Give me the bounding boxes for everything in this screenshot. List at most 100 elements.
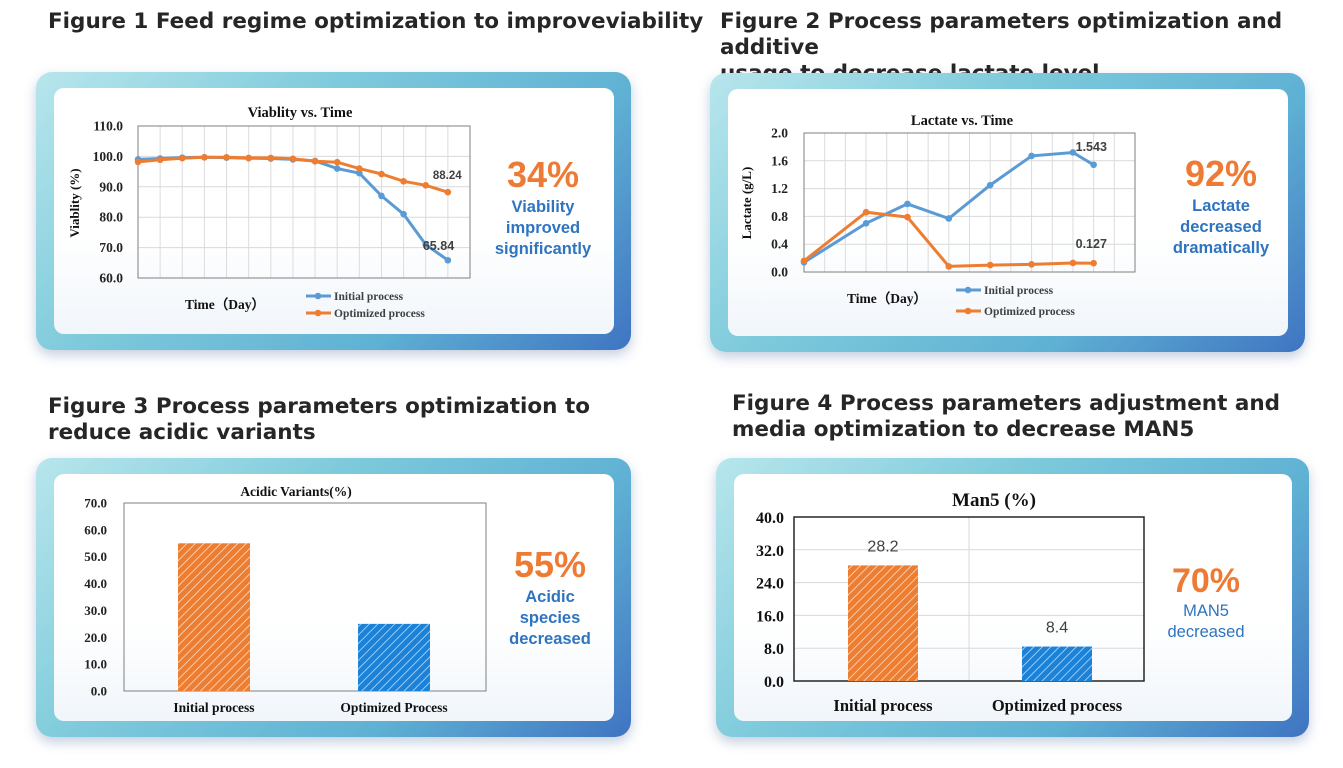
optimized-process-marker: [904, 213, 911, 221]
y-tick-label: 80.0: [99, 210, 123, 225]
x-category-label: Initial process: [833, 696, 933, 715]
optimized-process-marker: [156, 156, 164, 164]
figure-3-callout-line-1: Acidic: [525, 588, 575, 606]
initial-process-marker: [904, 200, 911, 208]
figure-4-percent: 70%: [1171, 562, 1241, 600]
optimized-process-marker: [333, 158, 341, 166]
optimized-process-marker: [800, 257, 808, 265]
figure-3-callout-line-3: decreased: [509, 630, 591, 648]
figure-2-callout-line-3: dramatically: [1172, 239, 1270, 257]
y-tick-label: 40.0: [756, 510, 784, 527]
optimized-process-marker: [378, 170, 385, 178]
figure-4-heading-line-1: Figure 4 Process parameters adjustment a…: [732, 391, 1281, 416]
optimized-process-marker: [400, 178, 407, 185]
plot-area-border: [803, 132, 1136, 273]
y-tick-label: 110.0: [93, 119, 123, 134]
initial-final-value-label: 65.84: [423, 239, 454, 253]
optimized-final-value-label: 88.24: [433, 170, 462, 182]
y-tick-label: 90.0: [99, 179, 123, 194]
legend-initial-label: Initial process: [334, 291, 404, 303]
figure-1-callout-line-3: significantly: [494, 240, 592, 258]
y-tick-label: 0.8: [771, 209, 788, 224]
x-category-label: Optimized Process: [340, 700, 447, 715]
chart-title: Man5 (%): [952, 490, 1036, 511]
optimized-process-marker: [223, 154, 230, 161]
y-tick-label: 70.0: [99, 240, 123, 255]
y-tick-label: 0.4: [771, 237, 788, 252]
figure-1-percent: 34%: [506, 154, 580, 195]
optimized-process-marker: [311, 157, 319, 165]
figure-1-card: [54, 88, 614, 334]
y-tick-label: 20.0: [84, 630, 107, 645]
figure-2-card: [728, 89, 1288, 336]
legend-initial-marker: [314, 292, 322, 300]
figure-2-callout-line-1: Lactate: [1192, 197, 1250, 215]
y-tick-label: 24.0: [756, 576, 784, 593]
y-tick-label: 1.2: [771, 181, 788, 196]
legend-optimized-label: Optimized process: [334, 308, 425, 320]
y-tick-label: 0.0: [771, 265, 788, 280]
legend-optimized-label: Optimized process: [984, 306, 1075, 318]
y-tick-label: 70.0: [84, 496, 107, 511]
figure-3-callout: 55% Acidic species decreased: [486, 543, 614, 650]
initial-process-marker: [378, 192, 385, 200]
y-tick-label: 60.0: [84, 522, 107, 537]
figure-1-callout: 34% Viability improved significantly: [478, 153, 608, 260]
y-tick-label: 40.0: [84, 576, 107, 591]
initial-process-marker: [400, 210, 407, 218]
x-axis-title: Time（Day）: [847, 291, 927, 306]
optimized-process-marker: [267, 154, 275, 162]
y-tick-label: 60.0: [99, 271, 123, 286]
y-tick-label: 16.0: [756, 608, 784, 625]
figure-3-card: [54, 474, 614, 721]
figure-4-callout-line-2: decreased: [1167, 623, 1245, 641]
optimized-process-marker: [289, 155, 297, 163]
optimized-process-marker: [134, 158, 142, 166]
initial-process-line: [803, 150, 1095, 264]
y-tick-label: 1.6: [771, 153, 788, 168]
figure-3-heading-line-2: reduce acidic variants: [48, 420, 316, 445]
legend-optimized-marker: [314, 309, 322, 317]
figure-2-percent: 92%: [1184, 153, 1258, 194]
initial-final-value-label: 1.543: [1076, 140, 1107, 154]
optimized-process-marker: [245, 154, 252, 162]
optimized-process-marker: [356, 165, 363, 172]
y-tick-label: 2.0: [771, 126, 788, 141]
y-axis-title: Lactate (g/L): [739, 167, 754, 240]
y-tick-label: 0.0: [764, 674, 784, 691]
initial-process-marker: [862, 220, 870, 227]
optimized-process-marker: [945, 263, 953, 270]
initial-process-marker: [333, 165, 341, 172]
figure-3-heading-line-1: Figure 3 Process parameters optimization…: [48, 394, 591, 419]
optimized-process-marker: [986, 261, 994, 269]
initial-process-marker: [356, 169, 363, 177]
initial-process-marker: [422, 241, 430, 248]
figure-3-callout-line-2: species: [519, 609, 581, 627]
initial-process-marker: [986, 181, 994, 189]
y-tick-label: 100.0: [93, 149, 124, 164]
plot-area-border: [123, 502, 487, 692]
y-tick-label: 32.0: [756, 543, 784, 560]
figure-2-callout-line-2: decreased: [1180, 218, 1262, 236]
initial-process-marker: [444, 256, 452, 264]
plot-area-border: [793, 516, 1145, 682]
y-tick-label: 50.0: [84, 549, 107, 564]
initial-process-bar: [848, 565, 918, 681]
x-category-label: Initial process: [173, 700, 254, 715]
legend-initial-label: Initial process: [984, 285, 1054, 297]
y-tick-label: 8.0: [764, 641, 784, 658]
optimized-process-marker: [1069, 259, 1077, 267]
optimized-process-marker: [444, 188, 452, 196]
legend-initial-marker: [964, 286, 972, 294]
y-tick-label: 30.0: [84, 603, 107, 618]
optimized-process-line: [803, 210, 1094, 268]
figure-2-callout: 92% Lactate decreased dramatically: [1156, 152, 1286, 259]
optimized-process-marker: [862, 208, 870, 216]
figure-4-callout: 70% MAN5 decreased: [1146, 561, 1266, 643]
initial-process-marker: [1090, 161, 1097, 169]
chart-title: Viablity vs. Time: [248, 105, 353, 121]
x-axis-title: Time（Day）: [185, 297, 265, 312]
optimized-process-marker: [201, 154, 208, 161]
bar-value-label: 28.2: [867, 538, 898, 555]
chart-title: Lactate vs. Time: [911, 113, 1014, 129]
